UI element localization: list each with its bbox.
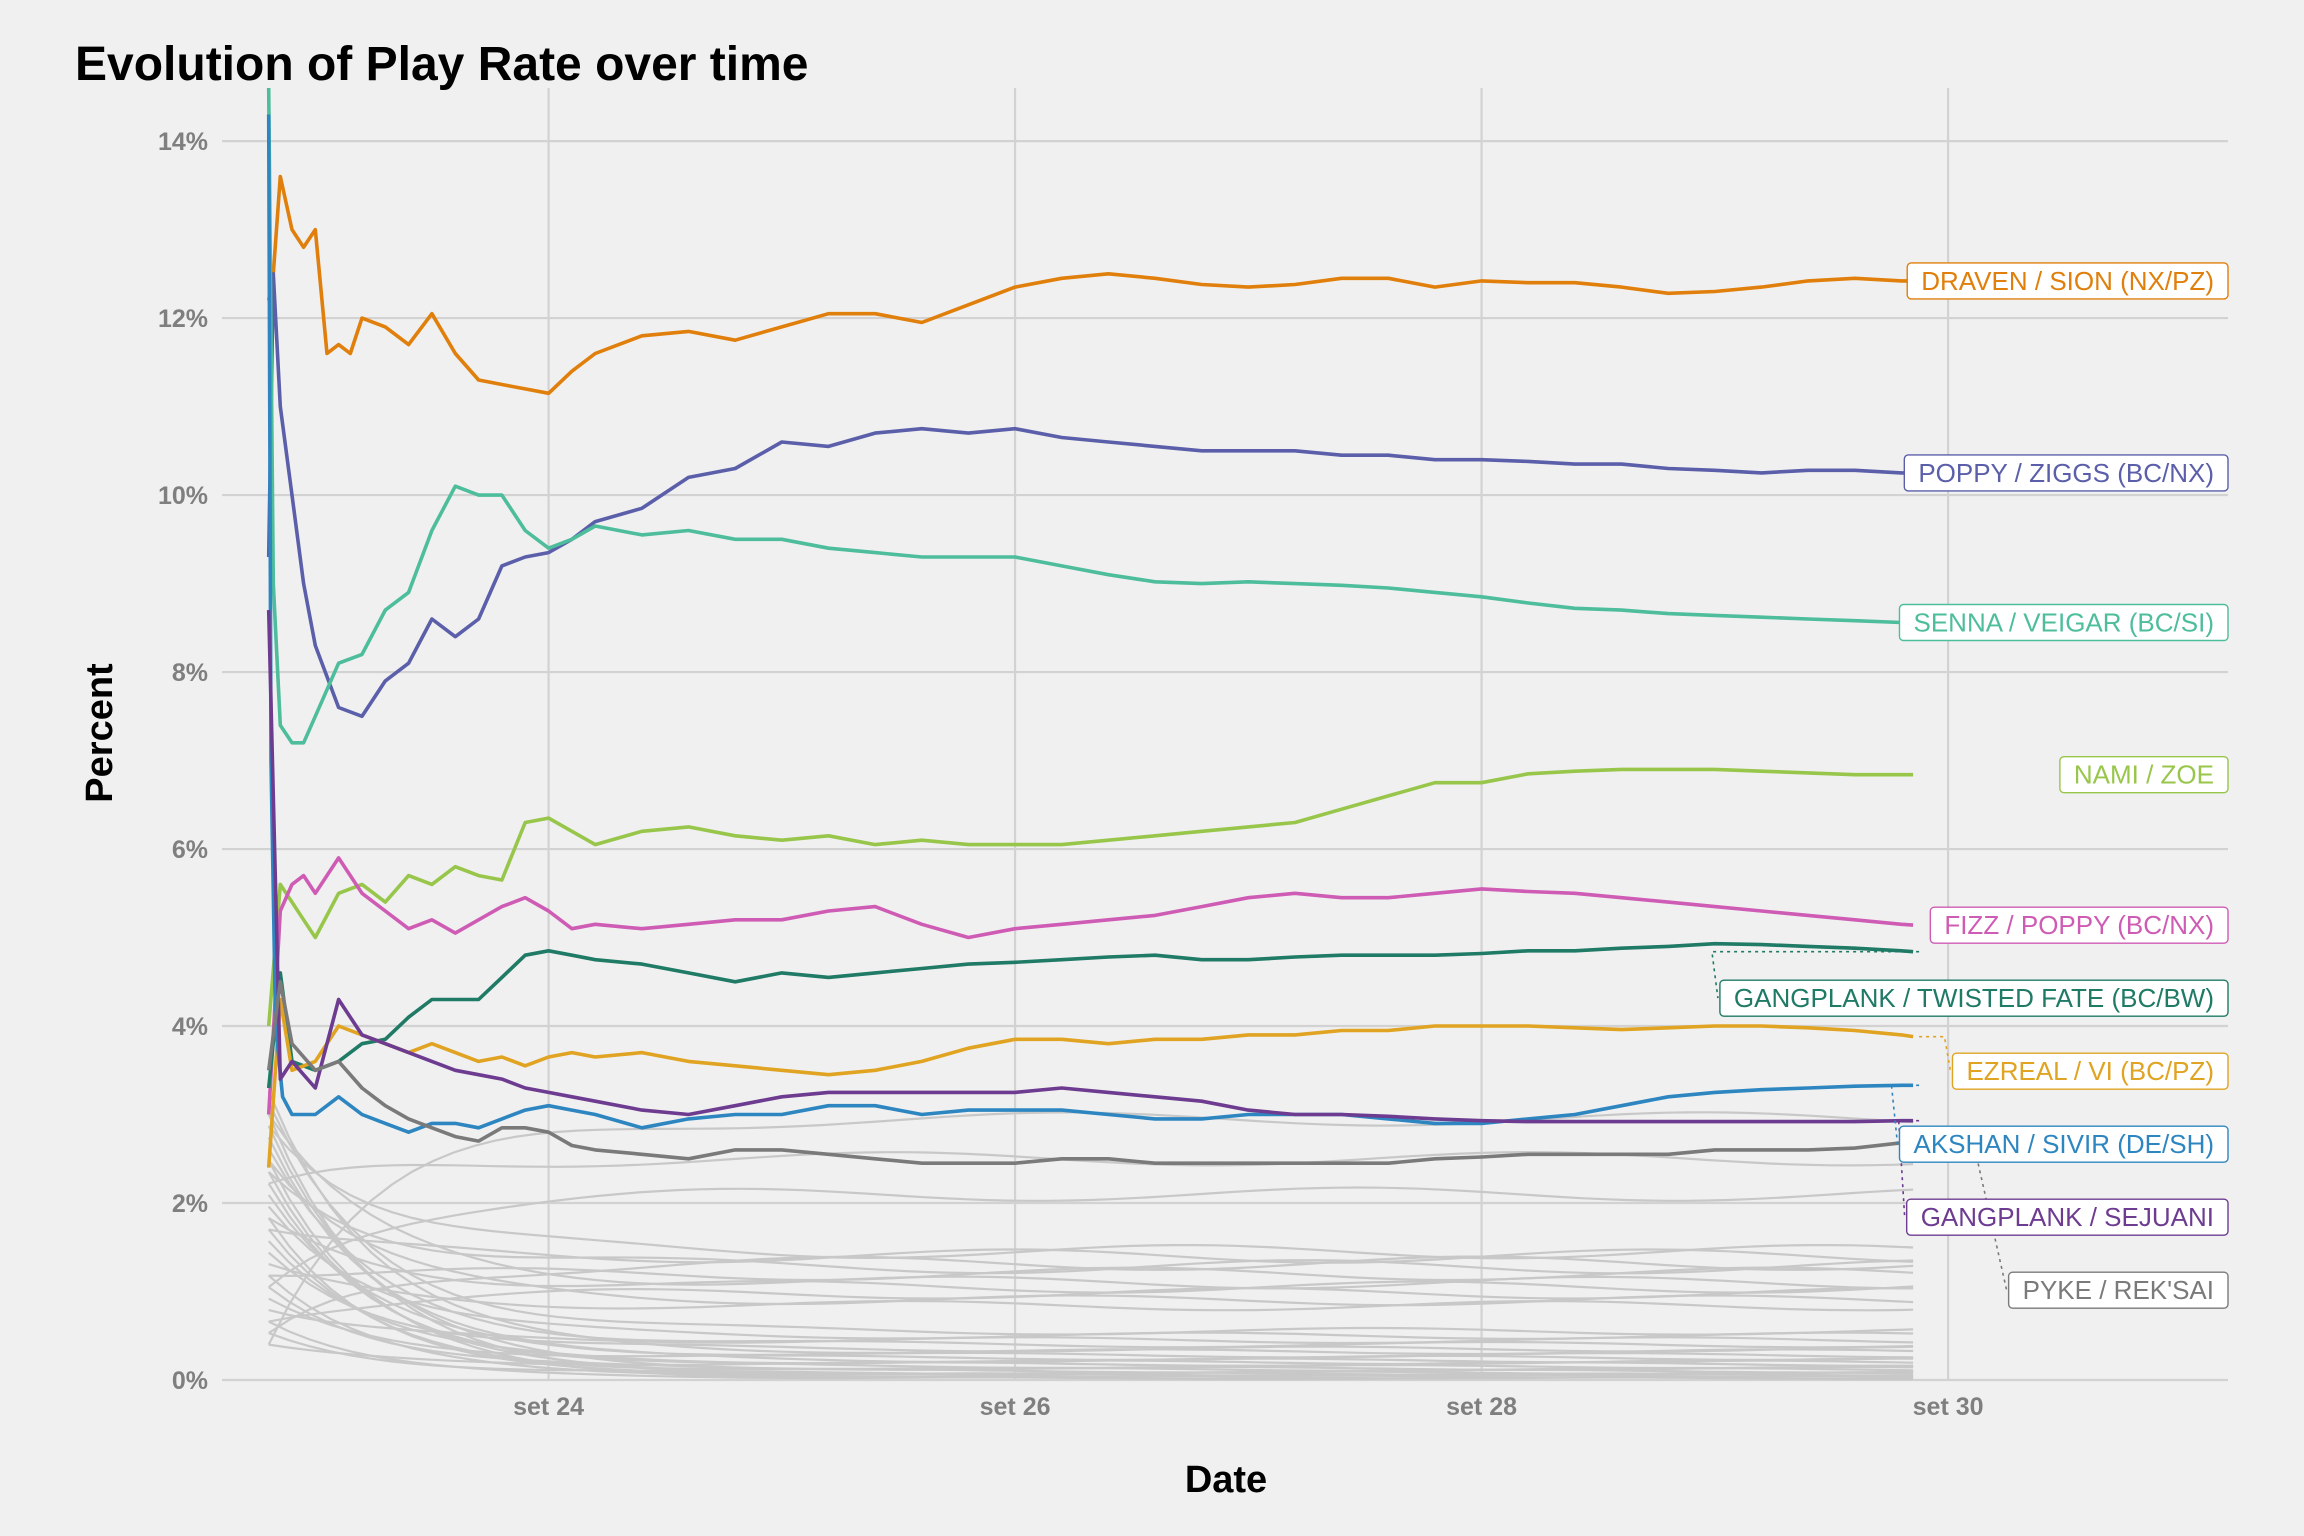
y-tick-label: 0% [172,1367,208,1395]
y-tick-label: 12% [158,305,208,333]
y-tick-label: 8% [172,659,208,687]
series-line [266,87,1914,745]
series-label-text: GANGPLANK / SEJUANI [1921,1202,2214,1232]
series-line [266,980,1914,1165]
other-series-line [267,1148,1914,1349]
series-label-box [1929,906,2229,944]
series-label-box [1905,1198,2229,1236]
series-label: POPPY / ZIGGS (BC/NX) [1903,454,2229,492]
series-label: GANGPLANK / SEJUANI [1905,1198,2229,1236]
other-series [267,1091,1914,1381]
y-tick-label: 4% [172,1013,208,1041]
other-series-line [267,1159,1914,1307]
series-line [266,997,1914,1168]
other-series-line [267,1125,1914,1372]
series-label-text: NAMI / ZOE [2074,760,2214,790]
y-axis-title: Percent [79,663,121,803]
series-label-text: DRAVEN / SION (NX/PZ) [1921,266,2214,296]
label-connector [1711,950,1920,999]
series-label-box [1951,1052,2229,1090]
series-label: PYKE / REK'SAI [2007,1271,2229,1309]
other-series-line [268,1309,1914,1345]
series-label: FIZZ / POPPY (BC/NX) [1929,906,2229,944]
series-label-box [1719,979,2229,1017]
series-label: SENNA / VEIGAR (BC/SI) [1898,603,2229,642]
x-tick-label: set 28 [1446,1393,1517,1421]
x-tick-label: set 26 [980,1393,1051,1421]
other-series-line [268,1186,1914,1288]
series-label-box [1903,454,2229,492]
series-line [266,767,1914,1027]
series-line [266,174,1914,396]
series-label-text: AKSHAN / SIVIR (DE/SH) [1914,1129,2215,1159]
y-tick-label: 2% [172,1190,208,1218]
label-connector [1919,1140,2008,1291]
label-connector [1890,1084,1920,1145]
x-tick-label: set 30 [1913,1393,1984,1421]
other-series-line [267,1171,1914,1275]
series-line [266,114,1914,1134]
series-label-box [1898,603,2229,642]
series-label-box [2059,756,2229,794]
series-line [266,856,1914,1115]
series-label: GANGPLANK / TWISTED FATE (BC/BW) [1719,979,2229,1017]
other-series-line [267,1159,1914,1381]
series-line [266,941,1914,1089]
x-axis-title: Date [1185,1459,1267,1501]
series-line [266,272,1914,719]
y-tick-label: 10% [158,482,208,510]
series-label-text: POPPY / ZIGGS (BC/NX) [1918,458,2214,488]
series-label: AKSHAN / SIVIR (DE/SH) [1898,1125,2229,1163]
series-labels: DRAVEN / SION (NX/PZ) POPPY / ZIGGS (BC/N… [1719,262,2229,1309]
chart-title: Evolution of Play Rate over time [75,38,809,91]
series-label-text: GANGPLANK / TWISTED FATE (BC/BW) [1734,983,2214,1013]
y-tick-label: 6% [172,836,208,864]
label-connector [1919,1035,1952,1072]
series-label-box [2007,1271,2229,1309]
series-line [266,610,1914,1124]
other-series-line [267,1125,1914,1260]
other-series-line [268,1263,1914,1312]
series-label-text: SENNA / VEIGAR (BC/SI) [1913,607,2214,637]
series-label: EZREAL / VI (BC/PZ) [1951,1052,2229,1090]
other-series-line [267,1240,1914,1366]
other-series-line [268,1266,1914,1282]
other-series-line [267,1194,1914,1359]
label-connector [1897,1119,1920,1218]
other-series-line [267,1091,1914,1356]
series-label-text: PYKE / REK'SAI [2023,1275,2214,1305]
other-series-line [268,1228,1914,1264]
connectors [1711,950,2008,1291]
axis-ticks: 0% 2% 4% 6% 8% 10% 12% 14% set 24 set 26 set 28 set… [158,128,1984,1421]
other-series-line [267,1274,1914,1377]
x-tick-label: set 24 [513,1393,584,1421]
other-series-line [268,1150,1914,1185]
other-series-line [267,1113,1914,1290]
series-label-text: FIZZ / POPPY (BC/NX) [1944,910,2214,940]
highlight-series [266,87,1914,1168]
y-tick-label: 14% [158,128,208,156]
series-label: NAMI / ZOE [2059,756,2229,794]
series-label-box [1898,1125,2229,1163]
series-label-box [1906,262,2229,300]
series-label: DRAVEN / SION (NX/PZ) [1906,262,2229,300]
series-label-text: EZREAL / VI (BC/PZ) [1966,1056,2214,1086]
